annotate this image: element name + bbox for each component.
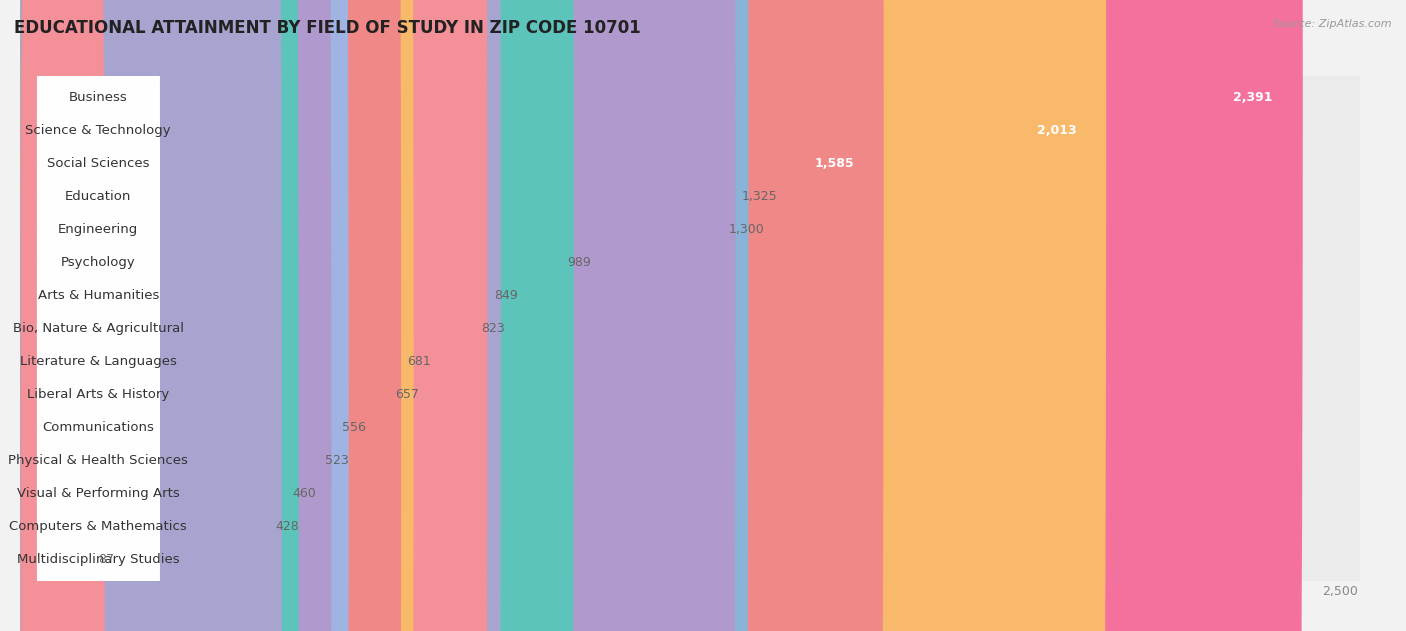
FancyBboxPatch shape [37, 220, 160, 631]
FancyBboxPatch shape [21, 0, 1360, 631]
Text: 87: 87 [98, 553, 114, 565]
FancyBboxPatch shape [21, 0, 1360, 631]
Text: 556: 556 [342, 421, 366, 433]
FancyBboxPatch shape [21, 0, 349, 631]
Text: Business: Business [69, 91, 128, 103]
Text: Literature & Languages: Literature & Languages [20, 355, 177, 368]
Text: Source: ZipAtlas.com: Source: ZipAtlas.com [1274, 19, 1392, 29]
FancyBboxPatch shape [37, 187, 160, 631]
FancyBboxPatch shape [21, 0, 1360, 631]
Text: Engineering: Engineering [58, 223, 138, 235]
FancyBboxPatch shape [21, 0, 735, 631]
FancyBboxPatch shape [21, 0, 574, 631]
FancyBboxPatch shape [21, 0, 1360, 631]
FancyBboxPatch shape [37, 0, 160, 469]
FancyBboxPatch shape [21, 0, 283, 631]
Text: Visual & Performing Arts: Visual & Performing Arts [17, 487, 180, 500]
FancyBboxPatch shape [21, 0, 1303, 631]
Text: Science & Technology: Science & Technology [25, 124, 172, 137]
FancyBboxPatch shape [37, 88, 160, 631]
FancyBboxPatch shape [21, 0, 501, 631]
FancyBboxPatch shape [21, 0, 1360, 631]
Text: 1,325: 1,325 [742, 190, 778, 203]
FancyBboxPatch shape [21, 0, 1360, 631]
Text: 428: 428 [276, 519, 299, 533]
FancyBboxPatch shape [21, 0, 488, 631]
FancyBboxPatch shape [37, 23, 160, 568]
FancyBboxPatch shape [21, 0, 1107, 631]
Text: 1,300: 1,300 [728, 223, 765, 235]
Text: Social Sciences: Social Sciences [46, 156, 149, 170]
FancyBboxPatch shape [37, 0, 160, 403]
Text: Arts & Humanities: Arts & Humanities [38, 288, 159, 302]
Text: Psychology: Psychology [60, 256, 135, 269]
FancyBboxPatch shape [37, 0, 160, 535]
Text: Liberal Arts & History: Liberal Arts & History [27, 387, 169, 401]
FancyBboxPatch shape [21, 0, 413, 631]
FancyBboxPatch shape [21, 0, 1360, 631]
Text: Bio, Nature & Agricultural: Bio, Nature & Agricultural [13, 322, 184, 334]
Text: Communications: Communications [42, 421, 155, 433]
FancyBboxPatch shape [21, 0, 332, 631]
Text: 460: 460 [292, 487, 316, 500]
FancyBboxPatch shape [21, 0, 1360, 631]
Text: Multidisciplinary Studies: Multidisciplinary Studies [17, 553, 180, 565]
FancyBboxPatch shape [37, 0, 160, 502]
Text: 1,585: 1,585 [814, 156, 853, 170]
FancyBboxPatch shape [21, 0, 884, 631]
Text: 523: 523 [325, 454, 349, 466]
FancyBboxPatch shape [37, 155, 160, 631]
FancyBboxPatch shape [21, 0, 401, 631]
Text: Physical & Health Sciences: Physical & Health Sciences [8, 454, 188, 466]
Text: 657: 657 [395, 387, 419, 401]
Text: 2,013: 2,013 [1036, 124, 1077, 137]
Text: Computers & Mathematics: Computers & Mathematics [10, 519, 187, 533]
FancyBboxPatch shape [21, 0, 748, 631]
FancyBboxPatch shape [21, 0, 1360, 631]
FancyBboxPatch shape [37, 121, 160, 631]
FancyBboxPatch shape [37, 254, 160, 631]
FancyBboxPatch shape [37, 56, 160, 601]
Text: 681: 681 [408, 355, 430, 368]
FancyBboxPatch shape [21, 0, 1360, 631]
FancyBboxPatch shape [21, 0, 105, 631]
FancyBboxPatch shape [37, 0, 160, 370]
FancyBboxPatch shape [21, 0, 1360, 631]
Text: EDUCATIONAL ATTAINMENT BY FIELD OF STUDY IN ZIP CODE 10701: EDUCATIONAL ATTAINMENT BY FIELD OF STUDY… [14, 19, 641, 37]
Text: 2,391: 2,391 [1233, 91, 1272, 103]
FancyBboxPatch shape [21, 0, 1360, 631]
FancyBboxPatch shape [37, 0, 160, 436]
FancyBboxPatch shape [21, 0, 1360, 631]
FancyBboxPatch shape [21, 0, 1360, 631]
FancyBboxPatch shape [21, 0, 1360, 631]
Text: Education: Education [65, 190, 132, 203]
Text: 823: 823 [481, 322, 505, 334]
FancyBboxPatch shape [21, 0, 298, 631]
Text: 989: 989 [567, 256, 591, 269]
FancyBboxPatch shape [37, 286, 160, 631]
Text: 849: 849 [495, 288, 519, 302]
